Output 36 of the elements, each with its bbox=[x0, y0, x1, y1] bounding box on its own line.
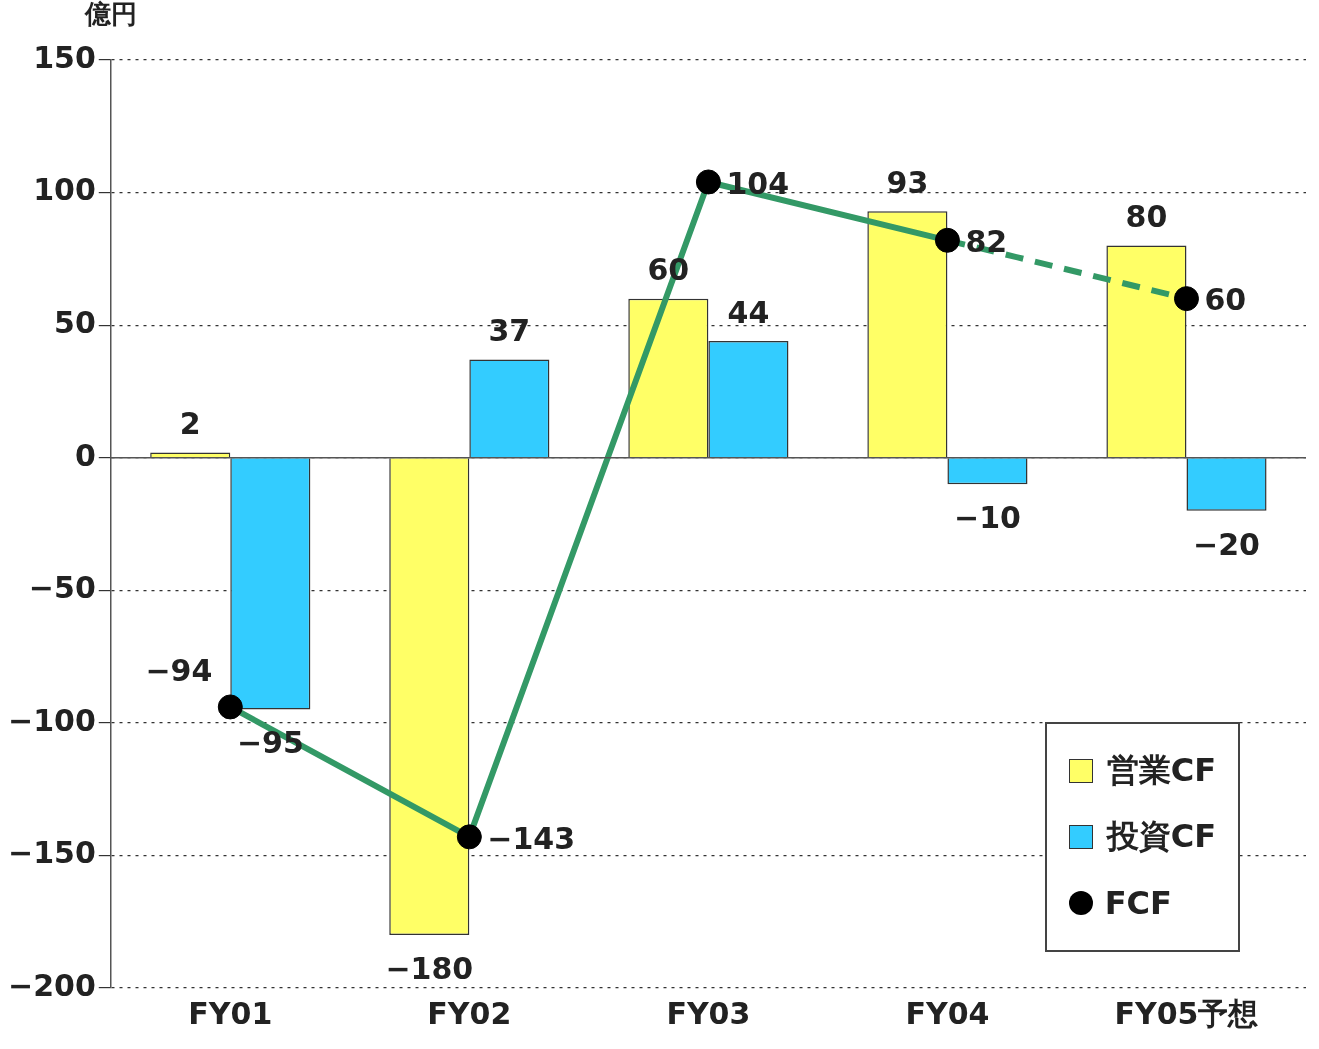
data-label: −20 bbox=[1193, 526, 1260, 562]
x-tick-label: FY05予想 bbox=[1114, 995, 1259, 1031]
y-tick-label: 0 bbox=[74, 437, 96, 473]
data-label: 37 bbox=[488, 313, 531, 349]
data-label: 104 bbox=[726, 165, 789, 201]
data-label: −180 bbox=[385, 950, 474, 986]
data-label: 80 bbox=[1125, 199, 1168, 235]
y-tick-label: −150 bbox=[7, 835, 96, 871]
y-axis-title: 億円 bbox=[83, 0, 137, 29]
data-label: 44 bbox=[727, 294, 770, 330]
data-label: −143 bbox=[487, 820, 576, 856]
y-tick-label: −200 bbox=[7, 967, 96, 1003]
legend-label: 投資CF bbox=[1106, 816, 1216, 857]
data-label: −94 bbox=[145, 652, 213, 688]
point bbox=[456, 824, 482, 850]
data-label: −95 bbox=[236, 725, 304, 761]
x-tick-label: FY01 bbox=[188, 995, 273, 1031]
x-tick-label: FY02 bbox=[427, 995, 512, 1031]
data-label: 2 bbox=[179, 406, 201, 442]
data-label: 82 bbox=[965, 224, 1008, 260]
x-tick-label: FY04 bbox=[905, 995, 990, 1031]
legend-label: 営業CF bbox=[1106, 750, 1216, 791]
legend-label: FCF bbox=[1104, 884, 1172, 922]
point bbox=[1173, 286, 1199, 312]
y-tick-label: −100 bbox=[7, 702, 96, 738]
point bbox=[217, 694, 243, 720]
y-tick-label: 50 bbox=[54, 304, 96, 340]
data-label: 60 bbox=[1204, 282, 1247, 318]
y-tick-label: −50 bbox=[28, 570, 96, 606]
y-tick-label: 150 bbox=[33, 39, 96, 75]
point bbox=[695, 169, 721, 195]
data-label: 93 bbox=[886, 164, 929, 200]
data-label: −10 bbox=[954, 500, 1021, 536]
x-tick-label: FY03 bbox=[666, 995, 751, 1031]
point bbox=[934, 227, 960, 253]
y-tick-label: 100 bbox=[33, 172, 96, 208]
